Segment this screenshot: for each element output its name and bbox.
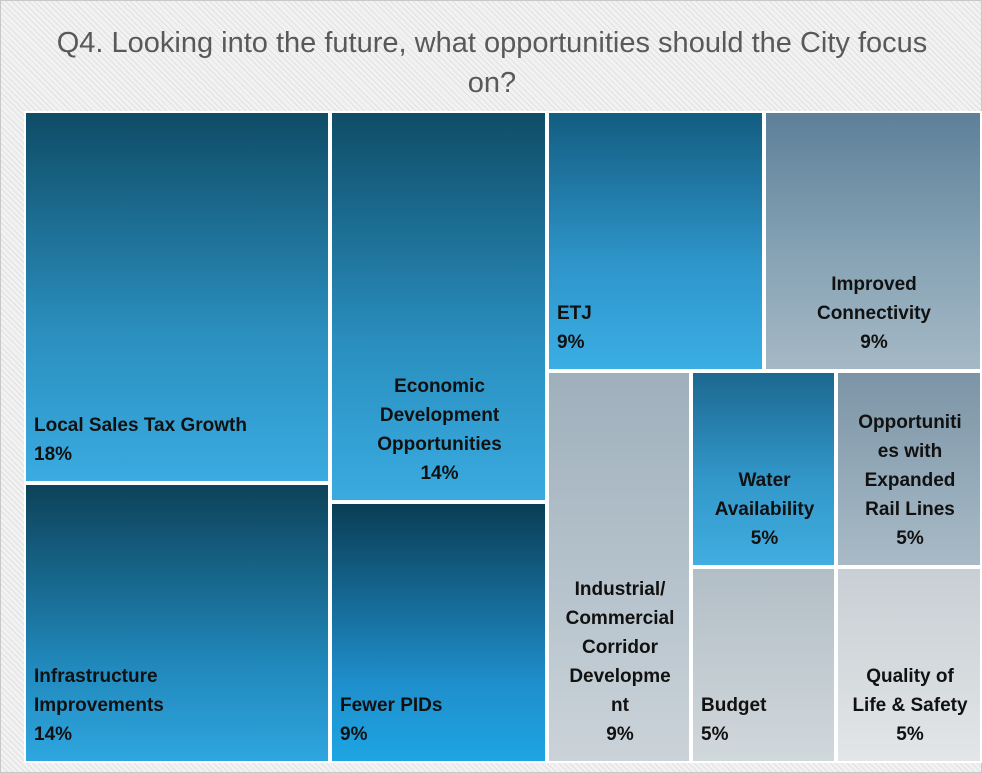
tile-label: Industrial/ Commercial Corridor Developm… — [565, 579, 675, 716]
treemap-tile: Quality of Life & Safety 5% — [836, 567, 982, 763]
treemap-tile: Infrastructure Improvements 14% — [24, 483, 330, 763]
chart-title: Q4. Looking into the future, what opport… — [56, 27, 928, 99]
tile-label: Economic Development Opportunities — [377, 376, 502, 455]
tile-value: 14% — [420, 463, 459, 484]
tile-value: 9% — [606, 724, 634, 745]
tile-label: Improved Connectivity — [816, 274, 932, 324]
tile-value: 5% — [896, 528, 924, 549]
tile-value: 14% — [34, 724, 73, 745]
treemap-tile: Fewer PIDs 9% — [330, 502, 547, 763]
tile-value: 18% — [34, 444, 73, 465]
tile-label: Budget — [701, 695, 767, 716]
tile-value: 5% — [896, 724, 924, 745]
tile-label: Opportuniti es with Expanded Rail Lines — [858, 412, 962, 520]
tile-label: Local Sales Tax Growth — [34, 415, 247, 436]
tile-value: 5% — [701, 724, 729, 745]
tile-label: ETJ — [557, 303, 592, 324]
treemap-tile: Opportuniti es with Expanded Rail Lines 5… — [836, 371, 982, 567]
tile-label: Infrastructure Improvements — [34, 666, 164, 716]
treemap-tile: ETJ 9% — [547, 111, 764, 371]
tile-value: 9% — [860, 332, 888, 353]
treemap-tile: Improved Connectivity 9% — [764, 111, 982, 371]
tile-label: Fewer PIDs — [340, 695, 443, 716]
treemap-tile: Water Availability 5% — [691, 371, 836, 567]
tile-value: 9% — [557, 332, 585, 353]
tile-label: Water Availability — [714, 470, 815, 520]
tile-value: 9% — [340, 724, 368, 745]
treemap-tile: Industrial/ Commercial Corridor Developm… — [547, 371, 691, 763]
treemap-tile: Local Sales Tax Growth 18% — [24, 111, 330, 483]
tile-label: Quality of Life & Safety — [852, 666, 968, 716]
tile-value: 5% — [750, 528, 779, 549]
treemap-tile: Economic Development Opportunities 14% — [330, 111, 547, 502]
treemap-tile: Budget 5% — [691, 567, 836, 763]
